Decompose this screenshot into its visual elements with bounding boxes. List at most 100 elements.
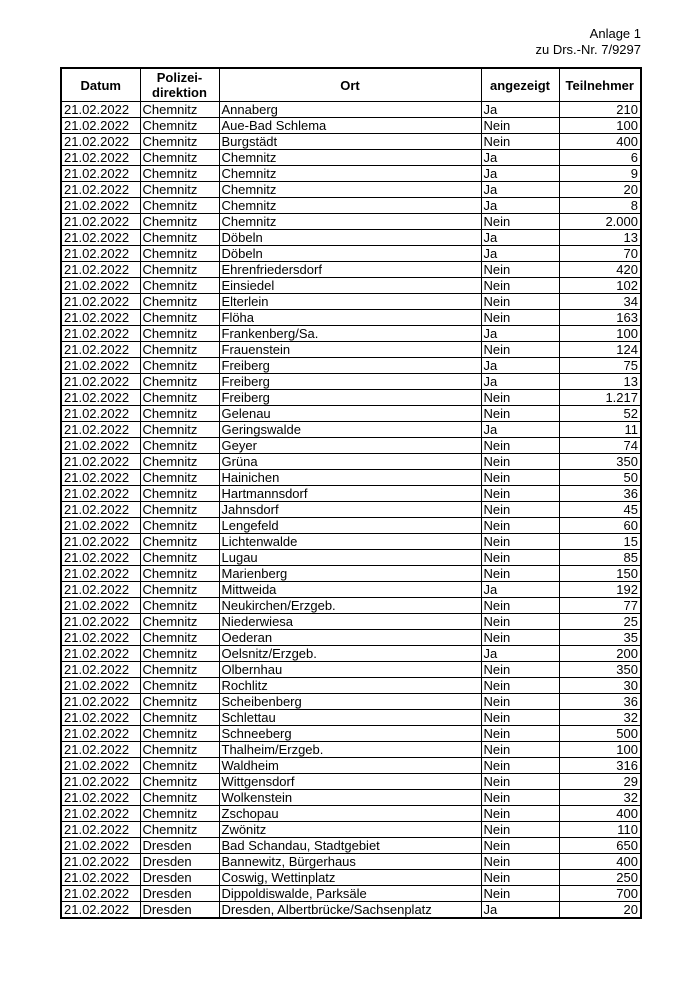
cell-datum: 21.02.2022 [60, 645, 141, 662]
print-number: zu Drs.-Nr. 7/9297 [535, 42, 642, 57]
cell-ort: Wolkenstein [218, 789, 482, 806]
cell-polizeidirektion: Chemnitz [139, 293, 220, 310]
cell-ort: Chemnitz [218, 165, 482, 182]
cell-teilnehmer: 34 [558, 293, 642, 310]
cell-ort: Annaberg [218, 101, 482, 118]
table-row: 21.02.2022 Chemnitz Freiberg Ja 13 [60, 373, 642, 390]
cell-polizeidirektion: Chemnitz [139, 677, 220, 694]
cell-polizeidirektion: Chemnitz [139, 565, 220, 582]
cell-teilnehmer: 29 [558, 773, 642, 790]
cell-angezeigt: Nein [480, 565, 560, 582]
cell-datum: 21.02.2022 [60, 165, 141, 182]
cell-ort: Gelenau [218, 405, 482, 422]
table-row: 21.02.2022 Chemnitz Chemnitz Ja 6 [60, 149, 642, 166]
cell-teilnehmer: 25 [558, 613, 642, 630]
cell-teilnehmer: 20 [558, 901, 642, 919]
cell-ort: Waldheim [218, 757, 482, 774]
cell-datum: 21.02.2022 [60, 309, 141, 326]
cell-teilnehmer: 316 [558, 757, 642, 774]
cell-datum: 21.02.2022 [60, 373, 141, 390]
header-ort: Ort [218, 67, 482, 102]
cell-ort: Chemnitz [218, 197, 482, 214]
cell-datum: 21.02.2022 [60, 229, 141, 246]
table-row: 21.02.2022 Chemnitz Marienberg Nein 150 [60, 565, 642, 582]
cell-ort: Döbeln [218, 229, 482, 246]
cell-teilnehmer: 36 [558, 485, 642, 502]
table-row: 21.02.2022 Chemnitz Elterlein Nein 34 [60, 293, 642, 310]
cell-angezeigt: Nein [480, 805, 560, 822]
cell-ort: Freiberg [218, 389, 482, 406]
cell-polizeidirektion: Chemnitz [139, 469, 220, 486]
cell-angezeigt: Nein [480, 309, 560, 326]
table-row: 21.02.2022 Chemnitz Chemnitz Ja 20 [60, 181, 642, 198]
cell-ort: Marienberg [218, 565, 482, 582]
table-row: 21.02.2022 Chemnitz Schlettau Nein 32 [60, 709, 642, 726]
cell-angezeigt: Nein [480, 501, 560, 518]
cell-teilnehmer: 100 [558, 325, 642, 342]
cell-datum: 21.02.2022 [60, 725, 141, 742]
table-row: 21.02.2022 Chemnitz Döbeln Ja 13 [60, 229, 642, 246]
cell-angezeigt: Ja [480, 181, 560, 198]
cell-datum: 21.02.2022 [60, 581, 141, 598]
header-polizeidirektion: Polizei-direktion [139, 67, 220, 102]
cell-angezeigt: Nein [480, 821, 560, 838]
cell-datum: 21.02.2022 [60, 149, 141, 166]
table-row: 21.02.2022 Chemnitz Niederwiesa Nein 25 [60, 613, 642, 630]
cell-polizeidirektion: Chemnitz [139, 133, 220, 150]
cell-datum: 21.02.2022 [60, 869, 141, 886]
cell-teilnehmer: 500 [558, 725, 642, 742]
cell-angezeigt: Ja [480, 373, 560, 390]
cell-polizeidirektion: Chemnitz [139, 485, 220, 502]
cell-angezeigt: Ja [480, 165, 560, 182]
cell-teilnehmer: 77 [558, 597, 642, 614]
table-row: 21.02.2022 Chemnitz Olbernhau Nein 350 [60, 661, 642, 678]
cell-polizeidirektion: Chemnitz [139, 149, 220, 166]
table-row: 21.02.2022 Chemnitz Chemnitz Ja 8 [60, 197, 642, 214]
table-row: 21.02.2022 Chemnitz Einsiedel Nein 102 [60, 277, 642, 294]
cell-ort: Geringswalde [218, 421, 482, 438]
cell-datum: 21.02.2022 [60, 661, 141, 678]
document-reference: Anlage 1 zu Drs.-Nr. 7/9297 [536, 26, 642, 58]
cell-angezeigt: Ja [480, 645, 560, 662]
cell-ort: Coswig, Wettinplatz [218, 869, 482, 886]
cell-datum: 21.02.2022 [60, 613, 141, 630]
cell-ort: Döbeln [218, 245, 482, 262]
cell-angezeigt: Nein [480, 757, 560, 774]
cell-polizeidirektion: Chemnitz [139, 661, 220, 678]
cell-ort: Oederan [218, 629, 482, 646]
cell-ort: Chemnitz [218, 213, 482, 230]
cell-teilnehmer: 350 [558, 661, 642, 678]
cell-teilnehmer: 13 [558, 373, 642, 390]
cell-angezeigt: Nein [480, 469, 560, 486]
cell-angezeigt: Nein [480, 277, 560, 294]
cell-angezeigt: Nein [480, 213, 560, 230]
cell-datum: 21.02.2022 [60, 629, 141, 646]
cell-polizeidirektion: Chemnitz [139, 373, 220, 390]
cell-polizeidirektion: Chemnitz [139, 805, 220, 822]
cell-datum: 21.02.2022 [60, 773, 141, 790]
table-row: 21.02.2022 Chemnitz Geringswalde Ja 11 [60, 421, 642, 438]
table-row: 21.02.2022 Chemnitz Zwönitz Nein 110 [60, 821, 642, 838]
cell-teilnehmer: 200 [558, 645, 642, 662]
cell-angezeigt: Nein [480, 549, 560, 566]
cell-angezeigt: Nein [480, 341, 560, 358]
cell-polizeidirektion: Chemnitz [139, 693, 220, 710]
cell-datum: 21.02.2022 [60, 405, 141, 422]
cell-teilnehmer: 75 [558, 357, 642, 374]
cell-angezeigt: Nein [480, 693, 560, 710]
cell-datum: 21.02.2022 [60, 485, 141, 502]
cell-datum: 21.02.2022 [60, 885, 141, 902]
cell-ort: Aue-Bad Schlema [218, 117, 482, 134]
cell-datum: 21.02.2022 [60, 597, 141, 614]
cell-polizeidirektion: Chemnitz [139, 645, 220, 662]
cell-teilnehmer: 74 [558, 437, 642, 454]
table-row: 21.02.2022 Chemnitz Hainichen Nein 50 [60, 469, 642, 486]
cell-ort: Flöha [218, 309, 482, 326]
cell-teilnehmer: 150 [558, 565, 642, 582]
cell-teilnehmer: 400 [558, 133, 642, 150]
cell-teilnehmer: 400 [558, 853, 642, 870]
table-row: 21.02.2022 Chemnitz Frankenberg/Sa. Ja 100 [60, 325, 642, 342]
cell-ort: Ehrenfriedersdorf [218, 261, 482, 278]
cell-datum: 21.02.2022 [60, 213, 141, 230]
cell-datum: 21.02.2022 [60, 101, 141, 118]
